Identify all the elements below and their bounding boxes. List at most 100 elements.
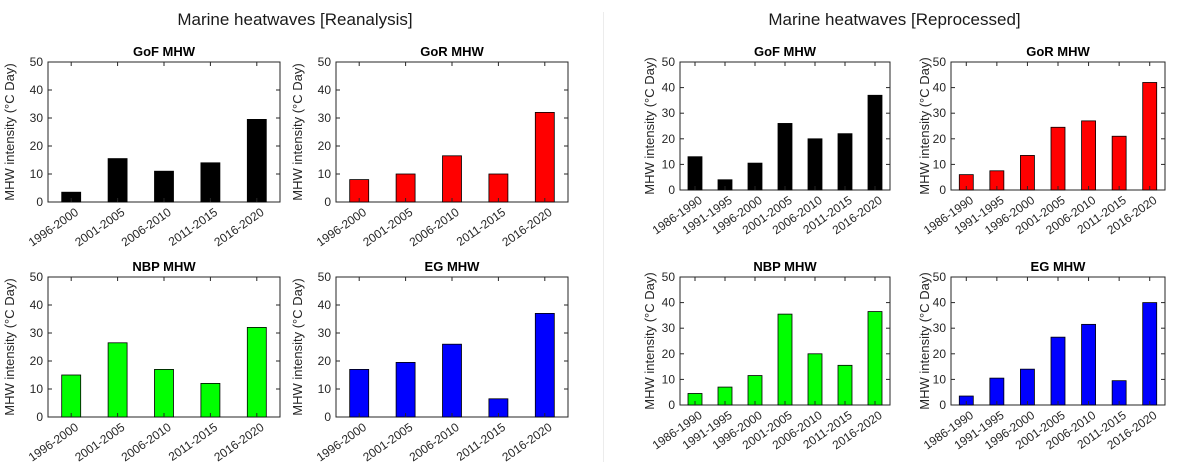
bar [154,170,174,203]
y-tick-label: 40 [30,298,44,312]
x-tick-label: 2006-2010 [119,205,174,250]
bar [1050,126,1066,191]
bar [534,112,555,203]
y-tick-label: 40 [30,83,44,97]
bar [747,375,763,406]
bar [687,156,703,191]
y-tick-label: 30 [662,106,676,120]
x-tick-label: 1996-2000 [314,205,369,250]
chart-reprocessed-gof: GoF MHW 0 10 20 30 40 50 MHW intensity (°C Day)… [642,44,891,237]
bar [200,162,221,203]
bar [442,343,462,418]
y-tick-label: 40 [933,296,947,310]
bar [200,382,221,418]
bar [107,342,128,418]
bar [807,353,823,406]
chart-title: GoR MHW [420,44,484,59]
y-tick-label: 10 [933,157,947,171]
y-tick-label: 30 [662,321,676,335]
y-tick-label: 30 [30,326,44,340]
y-tick-label: 20 [662,132,676,146]
y-tick-label: 50 [933,55,947,69]
y-tick-label: 40 [933,81,947,95]
x-tick-label: 2016-2020 [499,205,554,250]
bar [1020,155,1035,191]
y-tick-label: 10 [318,167,332,181]
bar [837,133,853,191]
y-tick-label: 20 [933,347,947,361]
y-tick-label: 20 [933,132,947,146]
chart-title: GoF MHW [754,44,817,59]
x-tick-label: 2006-2010 [119,420,174,465]
x-tick-label: 2011-2015 [166,205,221,249]
chart-reanalysis-gof: GoF MHW 0 10 20 30 40 50 MHW intensity (°C Day)… [2,44,281,250]
chart-title: GoF MHW [133,44,196,59]
bar [488,173,509,203]
y-tick-label: 10 [318,382,332,396]
chart-title: NBP MHW [132,259,196,274]
bar [989,377,1005,406]
x-tick-label: 2001-2005 [360,205,415,250]
y-tick-label: 0 [668,183,675,197]
x-tick-label: 2006-2010 [407,205,462,250]
bar [395,173,416,203]
chart-reprocessed-nbp: NBP MHW 0 10 20 30 40 50 MHW intensity (°C Day)… [642,259,891,452]
y-tick-label: 20 [30,139,44,153]
bar [1020,368,1035,406]
panel-divider [603,12,604,462]
y-tick-label: 50 [30,270,44,284]
y-axis-label: MHW intensity (°C Day) [917,272,932,409]
y-axis-label: MHW intensity (°C Day) [290,63,305,200]
bar [1050,336,1066,406]
y-tick-label: 30 [933,106,947,120]
y-tick-label: 0 [939,398,946,412]
x-tick-label: 2006-2010 [407,420,462,465]
bar [777,123,793,191]
bar [246,327,267,418]
bar [1111,135,1127,191]
bar [1142,302,1158,406]
panel-reanalysis: Marine heatwaves [Reanalysis] [0,0,590,470]
y-axis-label: MHW intensity (°C Day) [642,57,657,194]
y-tick-label: 50 [318,55,332,69]
y-tick-label: 50 [30,55,44,69]
y-tick-label: 10 [933,372,947,386]
y-tick-label: 30 [933,321,947,335]
x-tick-label: 2011-2015 [166,420,221,464]
chart-reanalysis-eg: EG MHW 0 10 20 30 40 50 MHW intensity (°C Day) 1… [290,259,569,465]
bar [349,369,370,418]
bar [837,364,853,406]
x-tick-label: 2016-2020 [211,420,266,465]
panel-reprocessed: Marine heatwaves [Reprocessed] [606,0,1183,470]
y-axis-label: MHW intensity (°C Day) [2,63,17,200]
y-tick-label: 10 [662,157,676,171]
bar [777,313,793,406]
y-tick-label: 10 [30,382,44,396]
x-tick-label: 2011-2015 [454,205,509,249]
x-tick-label: 2016-2020 [211,205,266,250]
y-tick-label: 50 [933,270,947,284]
y-tick-label: 0 [668,398,675,412]
y-tick-label: 0 [36,410,43,424]
chart-title: GoR MHW [1026,44,1090,59]
bar [1081,120,1096,191]
y-tick-label: 50 [662,55,676,69]
chart-title: EG MHW [1031,259,1087,274]
y-axis-label: MHW intensity (°C Day) [642,272,657,409]
y-tick-label: 0 [36,195,43,209]
y-axis-label: MHW intensity (°C Day) [917,57,932,194]
x-tick-label: 2016-2020 [499,420,554,465]
bar [107,158,128,203]
chart-title: EG MHW [425,259,481,274]
y-tick-label: 50 [662,270,676,284]
y-tick-label: 20 [318,139,332,153]
y-tick-label: 30 [318,326,332,340]
bar [61,374,82,418]
panel-title: Marine heatwaves [Reprocessed] [768,10,1021,29]
y-tick-label: 40 [318,83,332,97]
y-tick-label: 40 [318,298,332,312]
bar [246,119,267,203]
chart-reanalysis-gor: GoR MHW 0 10 20 30 40 50 MHW intensity (°C Day)… [290,44,569,250]
bar [807,138,823,191]
